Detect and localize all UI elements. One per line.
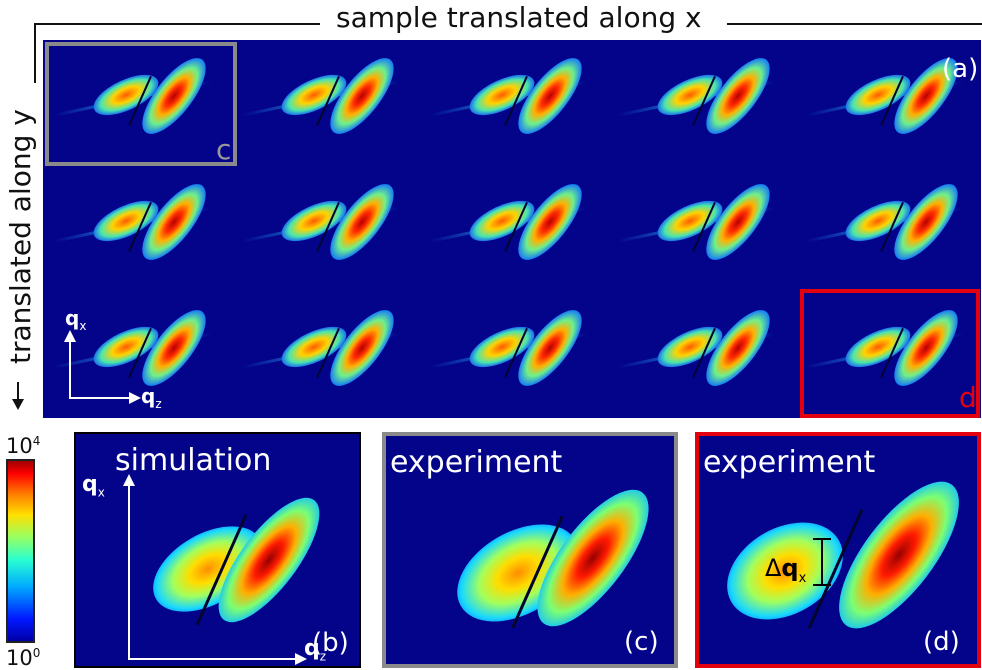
delta-qx-bracket: [813, 538, 833, 586]
diffraction-tile: [231, 166, 416, 292]
diffraction-tile: [607, 292, 792, 418]
inset-label-c: c: [216, 133, 232, 166]
panel-c-title: experiment: [390, 445, 563, 480]
diffraction-tile: [231, 40, 416, 166]
experiment-panel-d: experiment Δqx (d): [695, 432, 981, 668]
diffraction-tile: [419, 40, 604, 166]
diffraction-grid: c d (a) qx qz: [43, 40, 981, 418]
panel-d-label: (d): [923, 627, 960, 657]
panel-c-label: (c): [624, 627, 659, 657]
colorbar-min-label: 100: [6, 646, 41, 670]
diffraction-tile: [795, 166, 980, 292]
diffraction-tile: [419, 166, 604, 292]
experiment-panel-c: experiment (c): [382, 432, 678, 668]
diffraction-tile: [607, 40, 792, 166]
qz-label: q: [141, 384, 156, 408]
colorbar-max-label: 104: [6, 434, 41, 458]
diffraction-tile: [607, 166, 792, 292]
panel-d-title: experiment: [703, 445, 876, 480]
colorbar: [6, 459, 35, 643]
gray-inset-box: [45, 42, 237, 166]
delta-qx-label: Δqx: [765, 554, 807, 586]
y-axis-label: translated along y: [4, 109, 37, 364]
panel-b-title: simulation: [115, 443, 272, 478]
inset-label-d: d: [959, 381, 977, 414]
qx-label: q: [65, 306, 80, 330]
q-axes: qx qz: [59, 306, 179, 411]
diffraction-tile: [43, 166, 228, 292]
qz-subscript: z: [155, 397, 162, 411]
simulation-panel: simulation qx qz (b): [74, 432, 361, 668]
diffraction-tile: [419, 292, 604, 418]
panel-a-label: (a): [942, 54, 979, 84]
x-axis-label: sample translated along x: [336, 1, 702, 34]
panel-b-label: (b): [312, 628, 349, 658]
panel-b-qz: q: [304, 636, 320, 661]
red-inset-box: [800, 289, 980, 418]
panel-b-qx: q: [82, 472, 98, 497]
qx-subscript: x: [79, 319, 87, 333]
x-axis-arrow: [34, 14, 982, 83]
y-axis-arrow: [10, 382, 30, 412]
diffraction-tile: [231, 292, 416, 418]
